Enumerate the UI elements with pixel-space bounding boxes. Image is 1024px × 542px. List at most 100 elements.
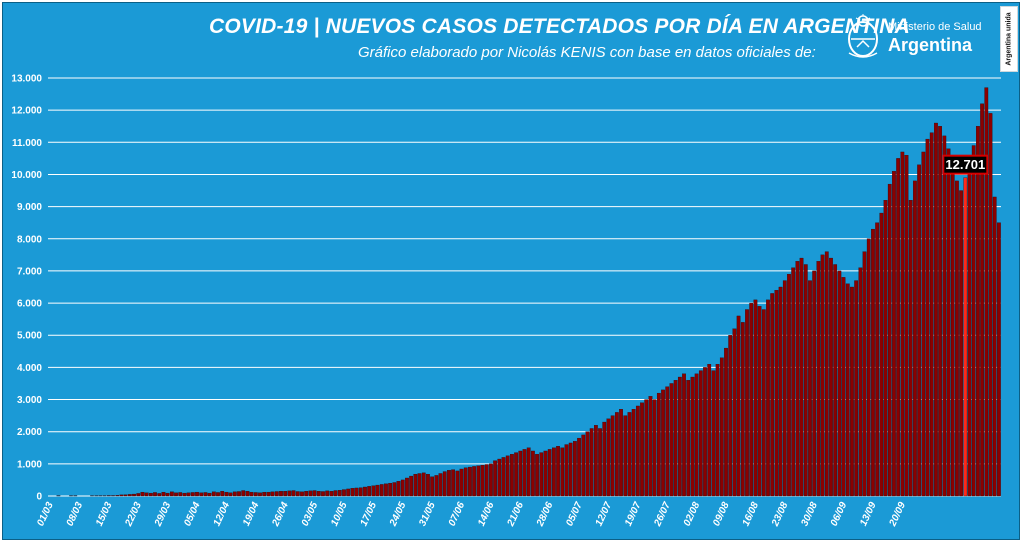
cases-chart: 0 1.000 2.000 3.000 4.000 5.000 6.000 7.000 8.00… (11, 74, 1001, 529)
y-tick-label: 1.000 (17, 459, 42, 470)
grid-layer (48, 77, 1001, 497)
y-tick-label: 12.000 (11, 106, 42, 117)
bar (472, 466, 476, 497)
x-tick-label: 03/05 (300, 500, 321, 528)
bar (455, 470, 460, 497)
bar (417, 473, 422, 497)
bar (816, 261, 821, 497)
bar (623, 415, 628, 497)
x-tick-label: 29/03 (152, 500, 173, 529)
bar (384, 483, 388, 497)
bar (858, 267, 863, 497)
bar (740, 322, 745, 497)
bar (430, 476, 435, 497)
bar (791, 267, 796, 497)
bar (522, 449, 527, 497)
bar (950, 164, 955, 497)
bar (207, 492, 212, 497)
bar (169, 491, 174, 497)
bar (245, 491, 250, 497)
bar (283, 491, 288, 497)
bar (342, 489, 346, 497)
bar (249, 491, 254, 497)
bar (808, 280, 812, 497)
x-tick-label: 02/08 (682, 500, 703, 528)
bar (644, 399, 649, 497)
bar (144, 492, 149, 497)
bar (648, 396, 653, 497)
ministry-name: Ministerio de Salud (888, 21, 982, 33)
bar (560, 447, 565, 497)
bar (761, 309, 766, 497)
bar (732, 328, 737, 497)
bar (619, 409, 623, 497)
bar (900, 151, 905, 497)
bar (182, 492, 187, 497)
bar (577, 437, 581, 497)
x-tick-label: 12/07 (594, 500, 615, 528)
bar (719, 357, 724, 497)
bar (442, 471, 447, 497)
bar (682, 373, 686, 497)
bar (274, 491, 279, 497)
bar (505, 455, 510, 497)
bar (547, 449, 552, 497)
bar (140, 491, 145, 497)
bar (132, 493, 136, 497)
bar (392, 482, 397, 497)
bar (480, 464, 485, 497)
bar (463, 467, 468, 497)
bar (178, 492, 183, 497)
x-tick-label: 05/07 (564, 500, 585, 528)
x-tick-label: 10/05 (329, 500, 350, 528)
bar (799, 257, 804, 497)
bar (971, 145, 976, 497)
bar (753, 299, 758, 497)
bar (237, 491, 241, 497)
bar-layer (56, 87, 1001, 497)
bar (782, 280, 787, 497)
y-tick-label: 10.000 (11, 170, 42, 181)
ministry-logo: Ministerio de Salud Argentina (843, 11, 983, 67)
bar (148, 492, 153, 497)
y-tick-label: 9.000 (17, 202, 42, 213)
bar (405, 477, 409, 497)
x-tick-label: 24/05 (387, 500, 408, 529)
bar (337, 490, 342, 497)
bar (665, 386, 670, 497)
bar (669, 383, 674, 497)
bar (942, 135, 947, 497)
bar (279, 491, 283, 497)
bar (396, 481, 401, 497)
bar (913, 180, 917, 497)
bar (266, 491, 271, 497)
bar (375, 484, 380, 497)
x-tick-label: 16/08 (741, 500, 762, 528)
bar (635, 405, 640, 497)
bar (745, 309, 749, 497)
bar (997, 222, 1001, 497)
y-tick-label: 11.000 (12, 138, 42, 149)
bar (270, 491, 275, 497)
bar (845, 283, 850, 497)
bar (518, 450, 523, 497)
bar (232, 491, 237, 497)
y-tick-label: 7.000 (17, 266, 42, 277)
bar (329, 491, 334, 497)
chart-title: COVID-19 | NUEVOS CASOS DETECTADOS POR D… (209, 15, 911, 38)
bar (564, 444, 569, 497)
bar (770, 293, 775, 497)
chart-subtitle: Gráfico elaborado por Nicolás KENIS con … (358, 44, 816, 61)
bar (300, 491, 304, 497)
bar (610, 415, 615, 497)
bar (127, 494, 132, 497)
bar (862, 251, 867, 497)
bar (295, 491, 300, 497)
bar (316, 491, 321, 497)
bar (119, 494, 124, 497)
bar (938, 126, 942, 497)
bar (724, 347, 728, 497)
bar (413, 473, 418, 497)
bar (451, 469, 456, 497)
bar (606, 418, 611, 497)
